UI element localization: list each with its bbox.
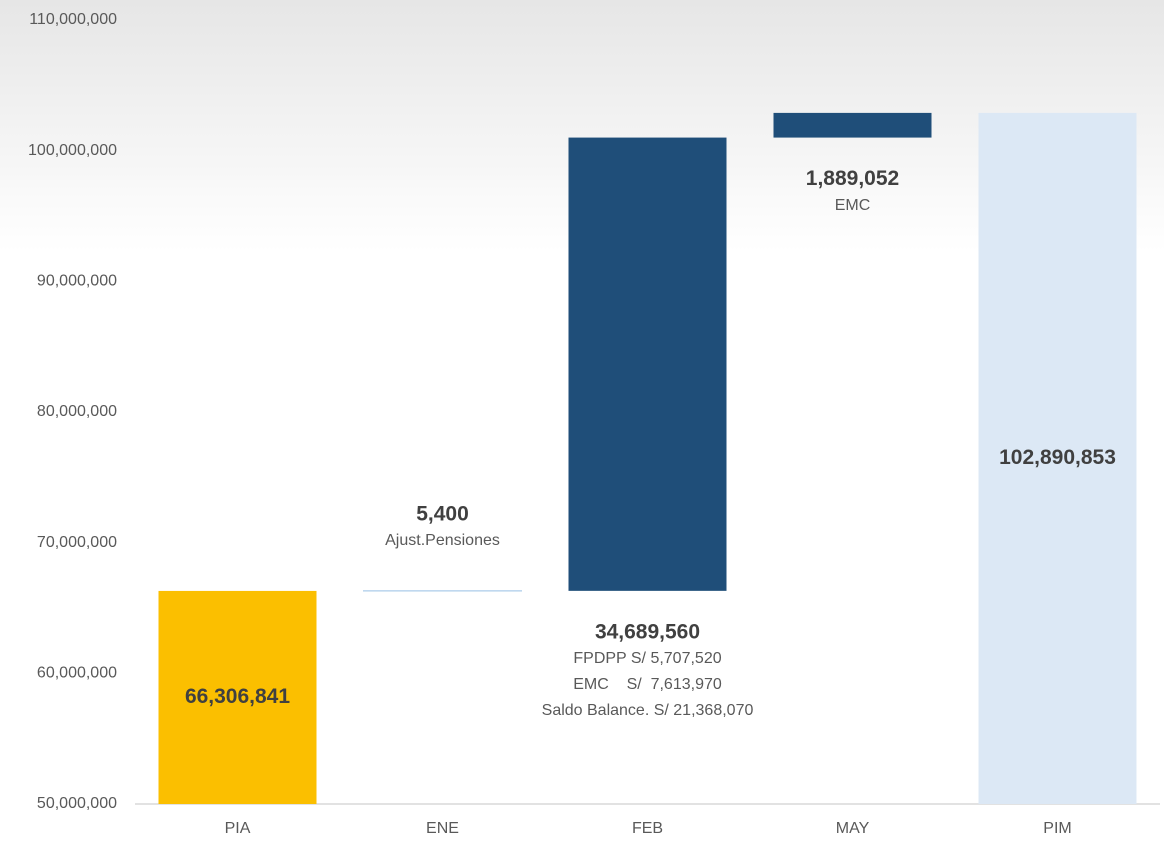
x-tick-label: PIM (1043, 820, 1071, 837)
x-tick-label: ENE (426, 820, 459, 837)
bar (568, 137, 727, 591)
value-label: 34,689,560 (595, 620, 700, 643)
annotation: EMC (835, 197, 871, 214)
y-tick-label: 110,000,000 (29, 11, 117, 28)
annotation: Saldo Balance. S/ 21,368,070 (542, 702, 754, 719)
x-tick-label: FEB (632, 820, 663, 837)
y-tick-label: 100,000,000 (28, 142, 117, 159)
value-label: 66,306,841 (185, 685, 290, 708)
x-tick-label: MAY (836, 820, 870, 837)
bar (773, 112, 932, 138)
value-label: 1,889,052 (806, 167, 899, 190)
bar (978, 112, 1137, 805)
value-label: 102,890,853 (999, 446, 1116, 469)
y-tick-label: 80,000,000 (37, 403, 117, 420)
annotation: Ajust.Pensiones (385, 532, 500, 549)
y-tick-label: 50,000,000 (37, 795, 117, 812)
value-label: 5,400 (416, 502, 469, 525)
y-tick-label: 60,000,000 (37, 665, 117, 682)
annotation: FPDPP S/ 5,707,520 (573, 650, 721, 667)
x-tick-label: PIA (225, 820, 251, 837)
y-tick-label: 70,000,000 (37, 534, 117, 551)
annotation: EMC S/ 7,613,970 (573, 676, 722, 693)
y-tick-label: 90,000,000 (37, 273, 117, 290)
bar (158, 590, 317, 804)
